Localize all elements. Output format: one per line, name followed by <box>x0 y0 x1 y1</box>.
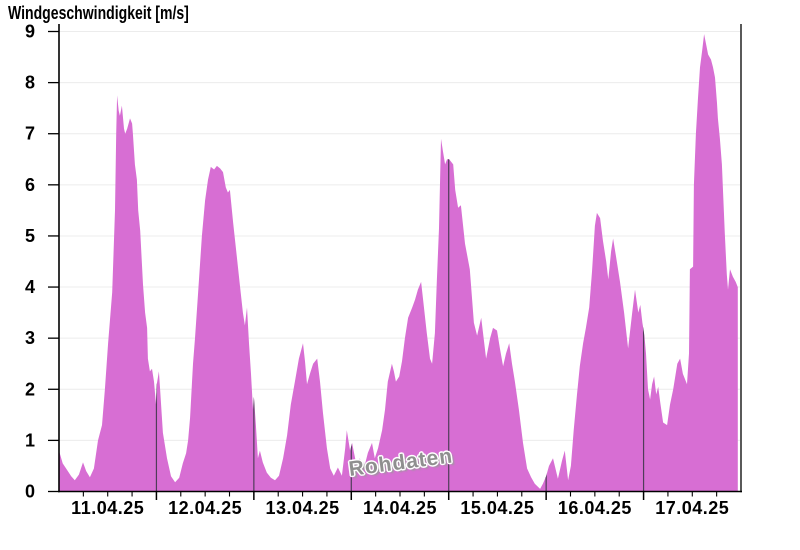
y-tick-label: 2 <box>25 379 35 399</box>
x-axis-label: 13.04.25 <box>266 498 340 518</box>
x-axis-label: 17.04.25 <box>655 498 729 518</box>
area-series <box>59 34 738 492</box>
y-tick-label: 4 <box>25 277 35 297</box>
y-tick-label: 7 <box>25 124 35 144</box>
y-tick-label: 8 <box>25 73 35 93</box>
y-tick-label: 9 <box>25 22 35 42</box>
y-tick-label: 3 <box>25 328 35 348</box>
x-axis-label: 14.04.25 <box>363 498 437 518</box>
y-tick-label: 1 <box>25 430 35 450</box>
x-axis-label: 15.04.25 <box>460 498 534 518</box>
chart-title: Windgeschwindigkeit [m/s] <box>8 3 189 23</box>
y-tick-label: 5 <box>25 226 35 246</box>
x-axis-label: 16.04.25 <box>558 498 632 518</box>
x-axis-label: 11.04.25 <box>71 498 144 518</box>
y-tick-label: 0 <box>25 482 35 502</box>
x-axis-label: 12.04.25 <box>168 498 242 518</box>
y-tick-label: 6 <box>25 175 35 195</box>
